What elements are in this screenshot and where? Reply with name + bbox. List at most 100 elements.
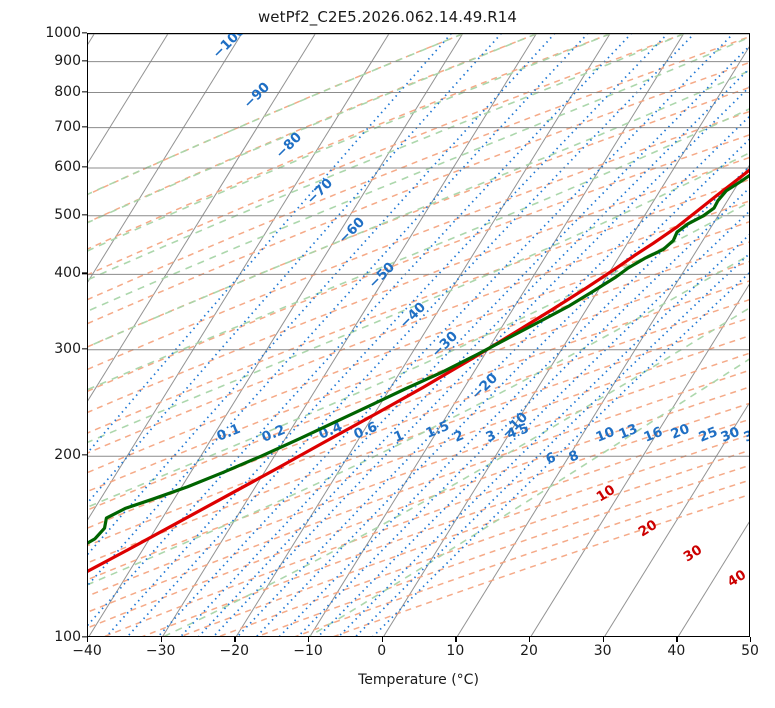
moist-adiabat-label: 30 — [681, 542, 705, 566]
x-tick-mark — [234, 637, 236, 642]
dry-adiabat-line — [88, 221, 749, 474]
y-tick-label: 700 — [54, 118, 81, 135]
mixing-ratio-label: 3 — [484, 427, 499, 445]
isotherm-label: −20 — [469, 370, 502, 403]
moist-adiabat-line — [88, 201, 749, 508]
dry-adiabat-line — [88, 241, 749, 493]
y-tick-mark — [82, 125, 87, 128]
y-tick-mark — [82, 272, 87, 274]
x-tick-label: 0 — [377, 643, 387, 659]
isotherm-label: −90 — [241, 79, 274, 112]
mixing-ratio-line — [180, 45, 749, 636]
y-tick-label: 300 — [54, 340, 81, 357]
x-tick-label: 20 — [520, 643, 538, 659]
dry-adiabat-line — [88, 34, 684, 276]
isotherm-line — [309, 34, 684, 636]
skewt-canvas: −100−90−80−70−60−50−40−30−20−100.1 0.2 0.4… — [88, 34, 750, 636]
mixing-ratio-line — [157, 34, 735, 636]
dry-adiabat-line — [88, 200, 749, 454]
isotherm-line — [88, 34, 95, 45]
x-tick-mark — [529, 637, 531, 642]
mixing-ratio-label: 30 — [719, 424, 742, 446]
dry-adiabat-line — [88, 369, 749, 613]
mixing-ratio-line — [126, 34, 696, 636]
y-tick-label: 100 — [54, 629, 81, 645]
isotherm-line — [677, 521, 749, 636]
y-tick-label: 500 — [54, 206, 81, 223]
mixing-ratio-label: 20 — [669, 421, 692, 443]
isotherm-label: −30 — [429, 328, 462, 361]
dry-adiabat-line — [88, 280, 749, 529]
mixing-ratio-line — [88, 34, 503, 504]
dry-adiabat-line — [88, 86, 749, 348]
isotherm-line — [88, 34, 390, 521]
y-tick-label: 400 — [54, 265, 81, 282]
x-tick-label: 40 — [667, 643, 686, 659]
y-tick-mark — [82, 32, 87, 34]
x-tick-mark — [87, 637, 89, 642]
isotherm-label: −70 — [304, 175, 337, 208]
isotherm-line — [88, 34, 169, 164]
dry-adiabat-line — [218, 449, 749, 636]
dry-adiabat-line — [88, 34, 611, 250]
moist-adiabat-line — [308, 358, 749, 636]
x-tick-label: −30 — [145, 643, 176, 659]
plot-area: −100 −90 −80 −70 −60 −50 −40 −30 −20 −10 0.1 0.2 0.4… — [87, 33, 750, 637]
y-tick-mark — [82, 454, 87, 456]
moist-adiabat-label: 40 — [725, 567, 749, 591]
x-tick-mark — [602, 637, 604, 642]
y-tick-label: 600 — [54, 158, 81, 175]
mixing-ratio-line — [88, 34, 633, 627]
moist-adiabat-line — [88, 108, 749, 391]
dry-adiabat-line — [88, 61, 749, 325]
x-tick-mark — [308, 637, 310, 642]
dry-adiabat-line — [88, 178, 749, 434]
x-tick-label: 30 — [593, 643, 612, 659]
x-tick-label: −20 — [219, 643, 250, 659]
x-tick-label: −40 — [72, 643, 102, 659]
isotherm-line — [604, 402, 749, 636]
isotherm-line — [530, 283, 749, 636]
isotherm-label: −60 — [336, 214, 369, 247]
isotherm-line — [162, 34, 537, 636]
mixing-ratio-label: 1 — [392, 427, 407, 445]
isotherm-line — [88, 34, 316, 402]
dry-adiabat-line — [88, 386, 749, 629]
dry-adiabat-line — [333, 494, 749, 636]
dry-adiabat-line — [88, 156, 749, 413]
dry-adiabat-line — [103, 402, 749, 636]
mixing-ratio-label: 10 — [594, 424, 617, 446]
x-tick-label: −10 — [293, 643, 323, 659]
x-tick-mark — [676, 637, 678, 642]
y-tick-mark — [82, 90, 87, 93]
isotherm-line — [88, 34, 463, 636]
x-tick-mark — [455, 637, 457, 642]
temperature-profile-line — [88, 168, 749, 573]
isotherm-line — [235, 34, 611, 636]
page-title: wetPf2_C2E5.2026.062.14.49.R14 — [257, 8, 518, 26]
mixing-ratio-line — [88, 34, 556, 556]
moist-adiabat-line — [88, 69, 749, 348]
moist-adiabat-line — [88, 254, 749, 586]
isotherm-line — [456, 165, 749, 636]
isotherm-line — [383, 46, 749, 636]
dry-adiabat-line — [88, 34, 537, 223]
mixing-ratio-line — [105, 34, 669, 636]
mixing-ratio-label: 36 — [742, 424, 750, 446]
y-tick-mark — [82, 59, 87, 62]
y-tick-mark — [82, 166, 87, 168]
mixing-ratio-label: 0.1 — [215, 421, 243, 445]
moist-adiabat-line — [88, 34, 684, 281]
y-tick-label: 1000 — [45, 25, 81, 41]
mixing-ratio-line — [255, 138, 749, 636]
mixing-ratio-label: 13 — [617, 421, 640, 443]
x-tick-mark — [160, 637, 162, 642]
dry-adiabat-line — [88, 317, 749, 564]
isotherm-label: −100 — [210, 34, 249, 62]
dewpoint-profile-line — [88, 173, 749, 545]
y-tick-mark — [82, 348, 87, 350]
x-tick-mark — [381, 637, 383, 642]
x-tick-mark — [750, 637, 752, 642]
moist-adiabat-line — [88, 34, 537, 224]
